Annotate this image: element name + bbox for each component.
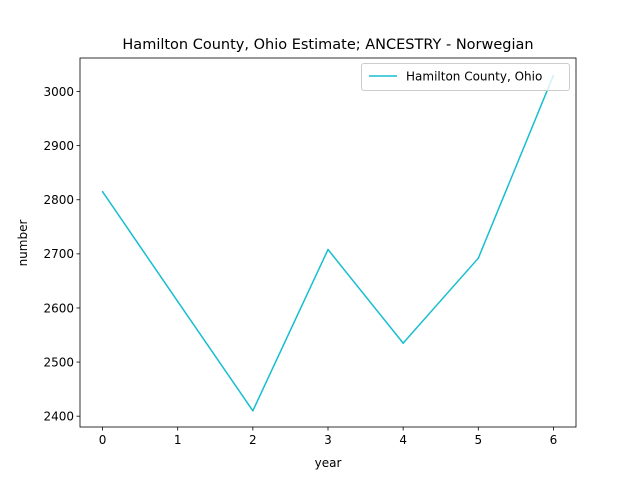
y-tick-label: 3000 — [43, 85, 74, 99]
y-tick-label: 2900 — [43, 139, 74, 153]
y-tick-label: 2700 — [43, 247, 74, 261]
y-tick-label: 2800 — [43, 193, 74, 207]
x-axis-label: year — [315, 456, 342, 470]
x-tick-label: 4 — [399, 433, 407, 447]
x-tick-label: 2 — [249, 433, 257, 447]
x-tick-label: 1 — [174, 433, 182, 447]
y-axis-label: number — [16, 220, 30, 267]
plot-area — [79, 57, 577, 428]
y-axis: 2400 2500 2600 2700 2800 2900 3000 — [43, 85, 80, 423]
y-tick-label: 2400 — [43, 409, 74, 423]
data-point — [402, 342, 404, 344]
y-tick-label: 2500 — [43, 355, 74, 369]
chart-title: Hamilton County, Ohio Estimate; ANCESTRY… — [122, 37, 533, 53]
data-point — [101, 190, 104, 193]
data-point — [252, 410, 254, 412]
x-axis: 0 1 2 3 4 5 6 — [99, 427, 558, 447]
y-tick-label: 2600 — [43, 301, 74, 315]
x-tick-label: 3 — [324, 433, 332, 447]
series-line — [101, 75, 555, 412]
legend: Hamilton County, Ohio — [361, 63, 570, 91]
data-point — [176, 300, 179, 303]
axes-frame — [79, 57, 577, 428]
x-tick-label: 5 — [474, 433, 482, 447]
x-tick-label: 0 — [99, 433, 107, 447]
data-point — [327, 248, 329, 251]
legend-box — [361, 63, 570, 91]
x-tick-label: 6 — [550, 433, 558, 447]
data-point — [477, 257, 480, 259]
legend-label: Hamilton County, Ohio — [406, 70, 542, 84]
